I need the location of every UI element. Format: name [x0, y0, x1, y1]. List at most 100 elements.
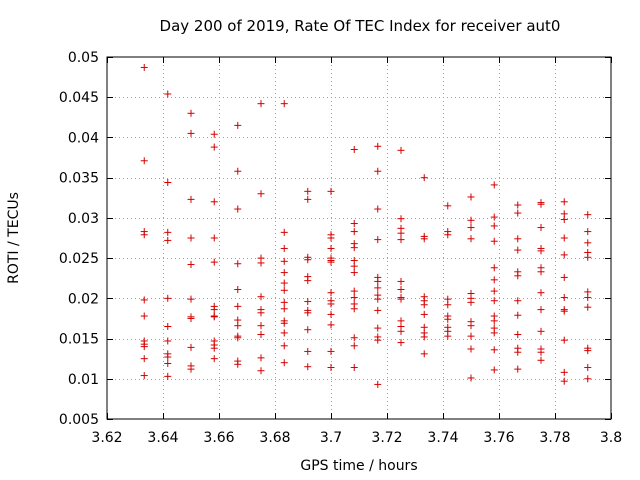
data-point: [467, 298, 475, 306]
data-point: [327, 258, 335, 266]
data-point: [327, 244, 335, 252]
data-point: [210, 355, 218, 363]
data-point: [304, 309, 312, 317]
data-point: [514, 209, 522, 217]
data-point: [350, 220, 358, 228]
data-point: [560, 294, 568, 302]
data-point: [374, 205, 382, 213]
data-point: [210, 234, 218, 242]
data-point: [397, 295, 405, 303]
data-point: [490, 264, 498, 272]
data-point: [210, 130, 218, 138]
data-point: [514, 272, 522, 280]
data-point: [514, 331, 522, 339]
data-point: [537, 306, 545, 314]
plot-frame: [106, 56, 612, 420]
data-point: [280, 286, 288, 294]
data-point: [234, 260, 242, 268]
data-point: [350, 305, 358, 313]
y-tick-label: 0.02: [68, 291, 99, 307]
data-point: [537, 268, 545, 276]
data-point: [537, 289, 545, 297]
data-point: [164, 372, 172, 380]
data-point: [420, 310, 428, 318]
data-point: [444, 301, 452, 309]
data-point: [257, 309, 265, 317]
data-point: [187, 234, 195, 242]
data-point: [210, 306, 218, 314]
data-point: [444, 332, 452, 340]
data-point: [304, 298, 312, 306]
x-tick-label: 3.8: [600, 430, 622, 446]
data-point: [584, 239, 592, 247]
data-point: [257, 190, 265, 198]
data-point: [304, 347, 312, 355]
data-point: [257, 322, 265, 330]
x-tick-label: 3.62: [91, 430, 122, 446]
y-tick-label: 0.045: [59, 90, 99, 106]
data-point: [140, 63, 148, 71]
data-point: [350, 262, 358, 270]
data-point: [560, 251, 568, 259]
chart-title: Day 200 of 2019, Rate Of TEC Index for r…: [160, 17, 561, 35]
data-point: [140, 157, 148, 165]
data-point: [140, 372, 148, 380]
data-point: [164, 236, 172, 244]
data-point: [514, 201, 522, 209]
data-point: [327, 300, 335, 308]
data-point: [584, 303, 592, 311]
data-point: [467, 322, 475, 330]
x-tick-label: 3.64: [147, 430, 178, 446]
x-tick-label: 3.78: [539, 430, 570, 446]
grid-lines: [107, 57, 611, 419]
data-point: [420, 301, 428, 309]
data-point: [537, 356, 545, 364]
data-point: [280, 244, 288, 252]
data-point: [560, 368, 568, 376]
data-point: [514, 246, 522, 254]
data-point: [257, 331, 265, 339]
data-point: [560, 377, 568, 385]
x-tick-label: 3.7: [320, 430, 342, 446]
data-point: [374, 167, 382, 175]
data-point: [187, 261, 195, 269]
data-point: [327, 187, 335, 195]
data-point: [164, 353, 172, 361]
data-point: [467, 216, 475, 224]
data-point: [350, 342, 358, 350]
data-point: [210, 313, 218, 321]
data-point: [584, 375, 592, 383]
data-point: [374, 324, 382, 332]
data-point: [350, 269, 358, 277]
data-point: [140, 312, 148, 320]
data-point: [257, 367, 265, 375]
data-point: [560, 336, 568, 344]
data-point: [537, 200, 545, 208]
data-point: [397, 229, 405, 237]
data-point: [304, 195, 312, 203]
data-point: [560, 234, 568, 242]
data-point: [350, 364, 358, 372]
data-point: [327, 289, 335, 297]
data-point: [350, 287, 358, 295]
data-point: [490, 222, 498, 230]
x-tick-label: 3.68: [259, 430, 290, 446]
data-point: [304, 363, 312, 371]
data-point: [560, 273, 568, 281]
data-point: [490, 213, 498, 221]
data-point: [397, 327, 405, 335]
data-point: [234, 334, 242, 342]
data-point: [327, 364, 335, 372]
data-point: [584, 364, 592, 372]
data-point: [304, 326, 312, 334]
data-point: [514, 311, 522, 319]
data-point: [490, 287, 498, 295]
data-point: [490, 366, 498, 374]
data-point: [187, 314, 195, 322]
data-point: [584, 211, 592, 219]
data-point: [397, 146, 405, 154]
data-point: [187, 195, 195, 203]
data-point: [397, 285, 405, 293]
data-point: [164, 90, 172, 98]
